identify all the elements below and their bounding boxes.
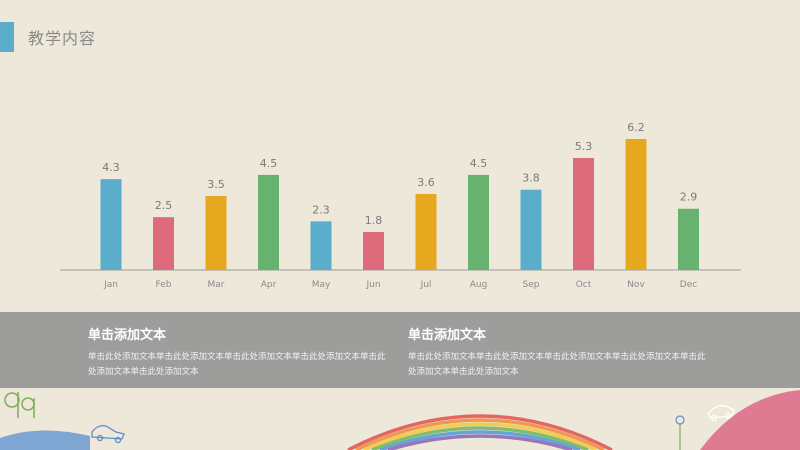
bar-jan	[100, 179, 122, 270]
text-block-title[interactable]: 单击添加文本	[408, 328, 487, 343]
car-icon	[707, 405, 735, 422]
rainbow-icon	[347, 414, 613, 450]
bar-aug	[468, 174, 489, 270]
text-band: 单击添加文本 单击此处添加文本单击此处添加文本单击此处添加文本单击此处添加文本单…	[0, 312, 800, 388]
data-label: 2.5	[155, 199, 173, 212]
x-tick-label: Aug	[470, 280, 488, 290]
bar-jul	[415, 193, 437, 270]
data-label: 3.5	[207, 178, 225, 191]
bar-oct	[573, 158, 594, 270]
data-label: 4.5	[260, 157, 278, 170]
x-tick-label: Jun	[365, 280, 380, 290]
data-label: 3.6	[417, 176, 435, 189]
flower-icon	[675, 415, 685, 450]
data-label: 4.3	[102, 161, 120, 174]
bar-nov	[625, 139, 647, 270]
bar-jun	[363, 231, 384, 270]
car-icon	[91, 424, 125, 444]
data-label: 2.9	[680, 191, 698, 204]
x-tick-label: May	[312, 280, 331, 290]
bar-chart: 4.3 Jan 2.5 Feb 3.5 Mar 4.5 Apr 2.3 May 1.8 Jun 3.6 J…	[60, 121, 741, 290]
data-label: 5.3	[575, 140, 593, 153]
data-label: 1.8	[365, 214, 383, 227]
data-label: 3.8	[522, 172, 540, 185]
page-title: 教学内容	[28, 29, 97, 48]
x-tick-label: Sep	[523, 280, 540, 290]
data-label: 4.5	[470, 157, 488, 170]
header-accent-bar	[0, 22, 14, 52]
x-tick-label: Apr	[261, 280, 277, 290]
crayon-decoration	[0, 390, 800, 450]
data-label: 6.2	[627, 121, 645, 134]
x-tick-label: Nov	[627, 280, 645, 290]
x-tick-label: Feb	[156, 280, 172, 290]
x-tick-label: Dec	[680, 280, 697, 290]
text-block-body[interactable]: 单击此处添加文本单击此处添加文本单击此处添加文本单击此处添加文本单击此处添加文本…	[408, 352, 706, 377]
text-block-right: 单击添加文本 单击此处添加文本单击此处添加文本单击此处添加文本单击此处添加文本单…	[408, 324, 708, 380]
bar-dec	[678, 208, 699, 270]
bar-mar	[205, 196, 227, 270]
x-tick-label: Jul	[420, 280, 432, 290]
tree-icon	[4, 392, 35, 418]
x-tick-label: Jan	[103, 280, 118, 290]
bar-apr	[258, 174, 279, 270]
text-block-title[interactable]: 单击添加文本	[88, 328, 167, 343]
right-hill	[700, 390, 800, 450]
bar-feb	[153, 217, 174, 270]
x-tick-label: Oct	[576, 280, 592, 290]
data-label: 2.3	[312, 203, 330, 216]
bar-may	[310, 221, 332, 270]
left-hill	[0, 430, 90, 450]
bar-sep	[520, 189, 542, 270]
x-tick-label: Mar	[208, 280, 225, 290]
bar-group: 4.3 Jan 2.5 Feb 3.5 Mar 4.5 Apr 2.3 May 1.8 Jun 3.6 J…	[100, 121, 699, 290]
text-block-left: 单击添加文本 单击此处添加文本单击此处添加文本单击此处添加文本单击此处添加文本单…	[88, 324, 388, 380]
text-block-body[interactable]: 单击此处添加文本单击此处添加文本单击此处添加文本单击此处添加文本单击此处添加文本…	[88, 352, 386, 377]
